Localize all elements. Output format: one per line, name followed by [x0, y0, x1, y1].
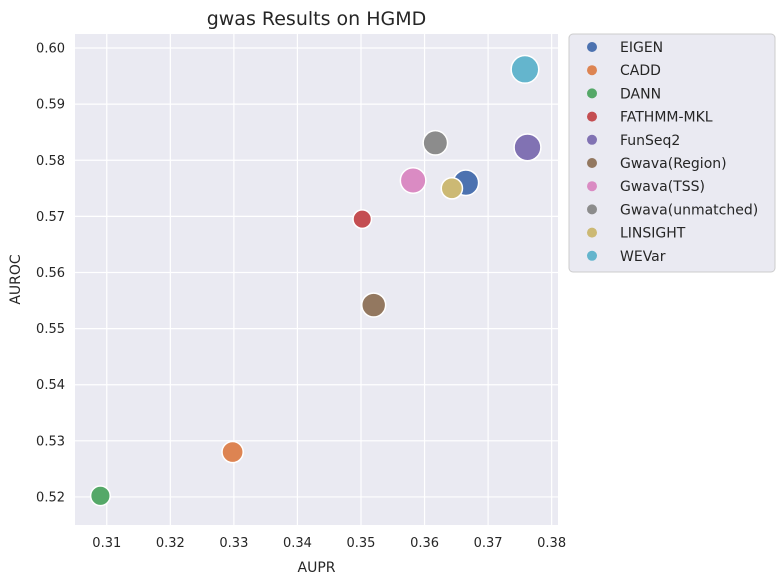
y-tick-label: 0.58 — [36, 154, 65, 169]
y-tick-label: 0.54 — [36, 378, 65, 393]
y-axis-label: AUROC — [8, 254, 24, 305]
legend-marker — [587, 204, 597, 215]
legend: EIGEN CADD DANN FATHMM-MKL FunSeq2 Gwava(Regi… — [568, 33, 776, 273]
legend-label: Gwava(TSS) — [620, 179, 705, 195]
scatter-point — [422, 129, 449, 156]
y-axis-ticks: 0.52 0.53 0.54 0.55 0.56 0.57 0.58 0.59 0.60 — [36, 42, 65, 506]
x-tick-label: 0.32 — [156, 536, 185, 551]
legend-marker — [587, 227, 597, 238]
legend-label: WEVar — [620, 249, 666, 265]
legend-marker — [587, 250, 597, 261]
x-tick-label: 0.31 — [92, 536, 121, 551]
legend-marker — [587, 134, 597, 145]
legend-marker — [587, 65, 597, 76]
scatter-point — [89, 485, 111, 507]
y-tick-label: 0.55 — [36, 322, 65, 337]
data-points — [89, 54, 542, 507]
y-tick-label: 0.56 — [36, 266, 65, 281]
x-tick-label: 0.33 — [219, 536, 248, 551]
legend-label: FATHMM-MKL — [620, 110, 713, 126]
grid — [75, 34, 558, 525]
y-tick-label: 0.59 — [36, 98, 65, 113]
legend-marker — [587, 111, 597, 122]
y-tick-label: 0.52 — [36, 490, 65, 505]
legend-label: Gwava(unmatched) — [620, 202, 758, 218]
scatter-point — [352, 209, 373, 230]
scatter-point — [399, 166, 427, 194]
x-tick-label: 0.34 — [283, 536, 312, 551]
x-axis-label: AUPR — [298, 560, 336, 576]
legend-box — [568, 33, 776, 273]
legend-label: DANN — [620, 86, 661, 102]
x-tick-label: 0.37 — [474, 536, 503, 551]
legend-label: CADD — [620, 63, 661, 79]
legend-label: EIGEN — [620, 40, 663, 56]
legend-label: Gwava(Region) — [620, 156, 727, 172]
legend-marker — [587, 42, 597, 52]
scatter-point — [360, 292, 387, 318]
x-tick-label: 0.36 — [410, 536, 439, 551]
plot-area — [75, 34, 558, 525]
scatter-point — [440, 176, 464, 200]
y-tick-label: 0.60 — [36, 42, 65, 57]
legend-label: LINSIGHT — [620, 226, 686, 242]
x-axis-ticks: 0.31 0.32 0.33 0.34 0.35 0.36 0.37 0.38 — [92, 536, 566, 551]
chart-title: gwas Results on HGMD — [207, 8, 427, 30]
legend-marker — [587, 88, 597, 99]
x-tick-label: 0.38 — [537, 536, 566, 551]
x-tick-label: 0.35 — [347, 536, 376, 551]
scatter-point — [513, 133, 542, 162]
scatter-point — [510, 54, 540, 84]
legend-marker — [587, 181, 597, 192]
scatter-point — [221, 440, 244, 464]
legend-label: FunSeq2 — [620, 133, 680, 149]
y-tick-label: 0.53 — [36, 434, 65, 449]
legend-marker — [587, 158, 597, 168]
y-tick-label: 0.57 — [36, 210, 65, 225]
